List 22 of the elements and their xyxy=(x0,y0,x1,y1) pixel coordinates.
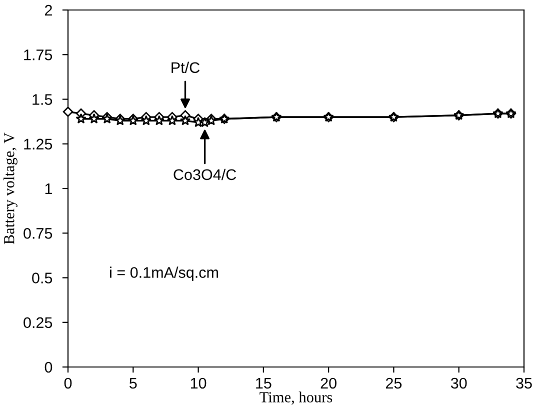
x-tick-label: 0 xyxy=(64,378,72,389)
y-axis-title: Battery voltage, V xyxy=(4,132,18,244)
x-tick-label: 10 xyxy=(190,378,206,389)
y-tick-label: 0.25 xyxy=(24,317,52,328)
y-tick-label: 1.5 xyxy=(32,94,52,105)
x-tick-label: 25 xyxy=(386,378,402,389)
x-axis-title: Time, hours xyxy=(260,392,332,405)
annotation: Pt/C xyxy=(172,62,200,74)
x-tick-label: 35 xyxy=(516,378,532,389)
annotation: Co3O4/C xyxy=(174,168,236,180)
y-tick-label: 0.5 xyxy=(32,272,52,284)
x-tick-label: 5 xyxy=(130,378,137,389)
x-tick-label: 30 xyxy=(450,378,467,389)
annotation: i = 0.1mA/sq.cm xyxy=(110,266,218,281)
y-tick-label: 0 xyxy=(44,362,52,373)
y-tick-label: 2 xyxy=(44,4,52,16)
x-tick-label: 15 xyxy=(256,378,272,389)
y-tick-label: 0.75 xyxy=(24,228,52,239)
y-tick-label: 1.25 xyxy=(24,138,52,150)
x-tick-label: 20 xyxy=(320,378,336,389)
y-tick-label: 1.75 xyxy=(24,50,52,60)
y-tick-label: 1 xyxy=(45,184,52,194)
